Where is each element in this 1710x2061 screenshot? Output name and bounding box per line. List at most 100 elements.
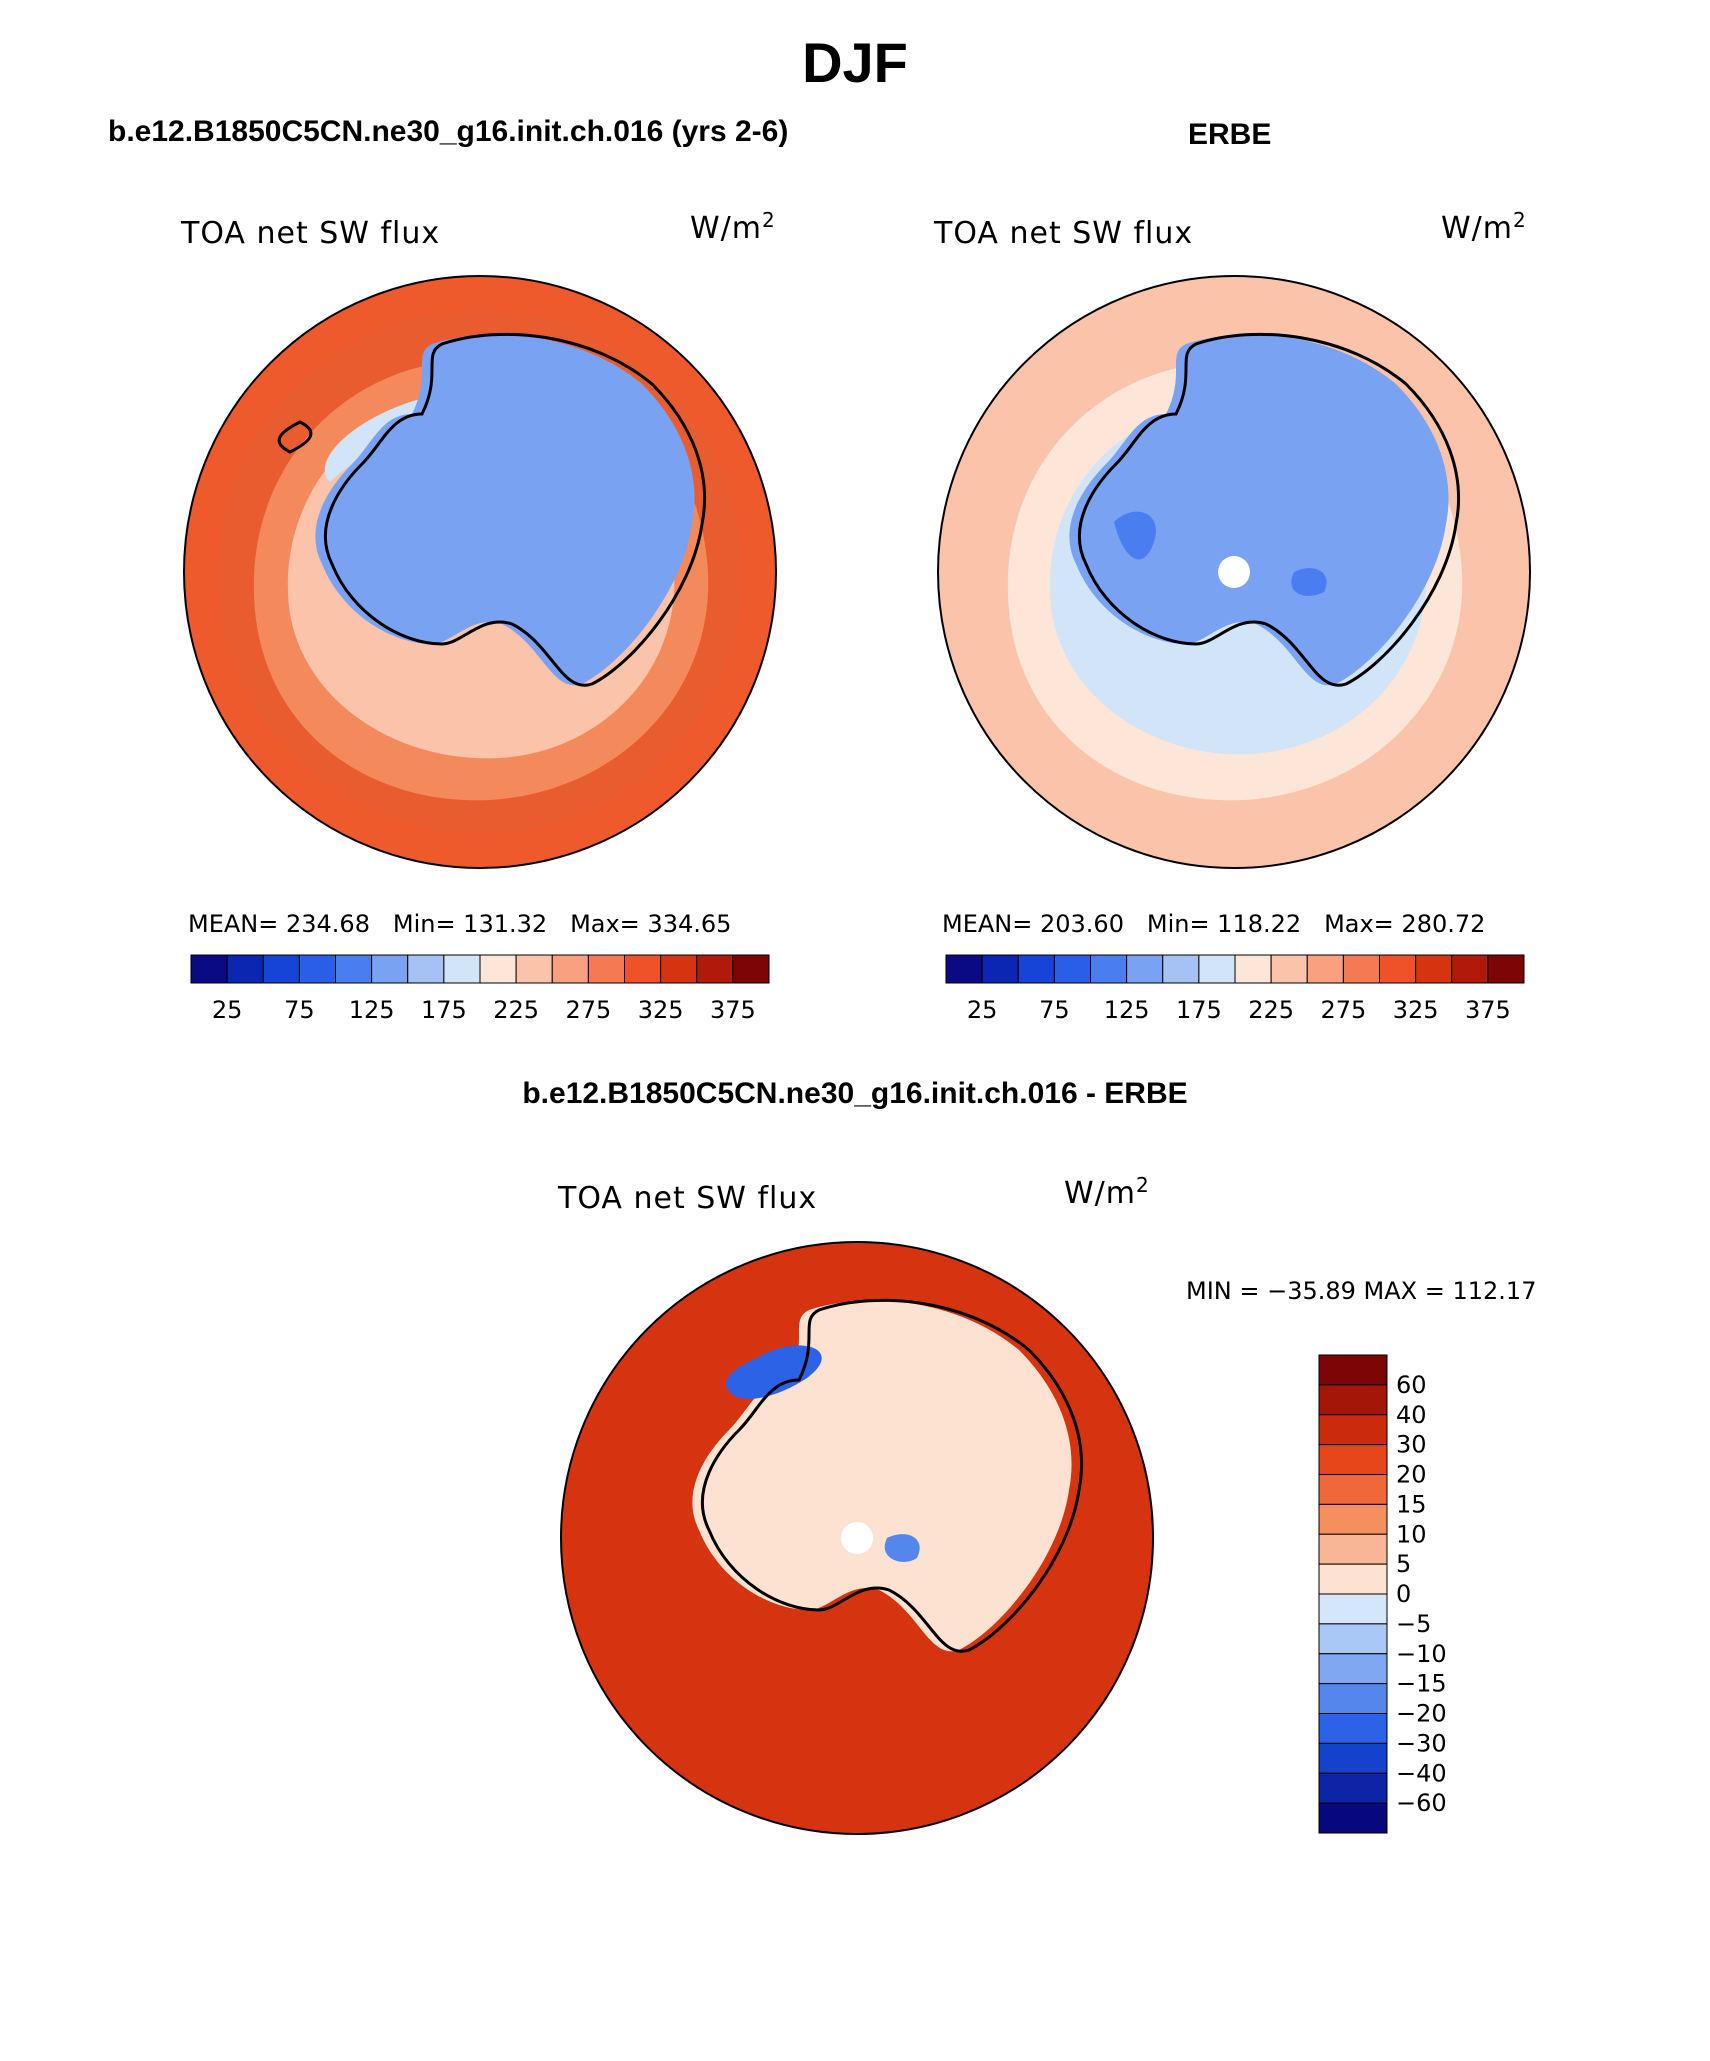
colorbar-swatch [371,954,409,984]
panel-2-antarctica-dark [1114,511,1327,596]
colorbar-swatch [1053,954,1091,984]
colorbar-tick-label: 20 [1396,1461,1427,1489]
colorbar-swatch [226,954,264,984]
colorbar-swatch [1318,1503,1388,1535]
colorbar-swatch [1017,954,1055,984]
colorbar-swatch [1318,1802,1388,1834]
colorbar-swatch [1318,1414,1388,1446]
panel-2-units-base: W/m [1441,211,1513,246]
panel-3-units: W/m2 [1064,1173,1150,1211]
colorbar-swatch [1318,1742,1388,1774]
panel-1-units-base: W/m [690,211,762,246]
colorbar-swatch [1126,954,1164,984]
colorbar-swatch [624,954,662,984]
colorbar-tick-label: 175 [1176,996,1222,1024]
colorbar-tick-label: 275 [1320,996,1366,1024]
panel-2-stats: MEAN= 203.60 Min= 118.22 Max= 280.72 [942,910,1485,938]
panel-2-map-border [937,275,1531,869]
panel-3-title: b.e12.B1850C5CN.ne30_g16.init.ch.016 - E… [522,1077,1188,1110]
colorbar-swatch [1379,954,1417,984]
colorbar-swatch [479,954,517,984]
panel-2-variable-label: TOA net SW flux [934,216,1194,251]
colorbar-tick-label: −15 [1396,1670,1447,1698]
colorbar-tick-label: 10 [1396,1520,1427,1548]
colorbar-swatch [1318,1384,1388,1416]
colorbar-tick-label: 325 [1393,996,1439,1024]
colorbar-swatch [1451,954,1489,984]
colorbar-swatch [335,954,373,984]
colorbar-swatch [1270,954,1308,984]
colorbar-swatch [1318,1354,1388,1386]
colorbar-swatch [1318,1772,1388,1804]
colorbar-tick-label: 15 [1396,1490,1427,1518]
colorbar-swatch [1318,1623,1388,1655]
colorbar-tick-label: 325 [638,996,684,1024]
panel-1-units: W/m2 [690,208,776,246]
colorbar-swatch [1318,1444,1388,1475]
colorbar-tick-label: 25 [212,996,243,1024]
colorbar-swatch [443,954,481,984]
panel-1-title: b.e12.B1850C5CN.ne30_g16.init.ch.016 (yr… [108,115,789,148]
panel-3-units-base: W/m [1064,1176,1136,1211]
panel-3-negative-anomaly-2 [884,1534,920,1562]
panel-2-units: W/m2 [1441,208,1527,246]
panel-3-units-exp: 2 [1136,1173,1150,1197]
colorbar-tick-label: 375 [710,996,756,1024]
panel-2-max: Max= 280.72 [1324,910,1486,938]
panel-3-map [560,1241,1154,1835]
colorbar-swatch [1162,954,1200,984]
panel-2-coastline [1077,332,1461,687]
colorbar-swatch [551,954,589,984]
colorbar-swatch [1415,954,1453,984]
colorbar-tick-label: 125 [349,996,395,1024]
colorbar-swatch [1090,954,1128,984]
panel-1-map-border [183,275,777,869]
panel-3-negative-anomaly [726,1345,822,1399]
panel-3-minmax: MIN = −35.89 MAX = 112.17 [1186,1277,1537,1305]
colorbar-swatch [1487,954,1525,984]
panel-1-mean: MEAN= 234.68 [188,910,370,938]
colorbar-swatch [1318,1563,1388,1595]
panel-3-variable-label: TOA net SW flux [558,1181,818,1216]
colorbar-swatch [1342,954,1380,984]
colorbar-swatch [262,954,300,984]
colorbar-swatch [1318,1683,1388,1714]
panel-2-min: Min= 118.22 [1146,910,1302,938]
colorbar-swatch [945,954,983,984]
colorbar-tick-label: 175 [421,996,467,1024]
panel-1-units-exp: 2 [762,208,776,232]
colorbar-tick-label: 60 [1396,1371,1427,1399]
colorbar-tick-label: −30 [1396,1729,1447,1757]
colorbar-swatch [660,954,698,984]
colorbar-tick-label: −5 [1396,1610,1431,1638]
colorbar-swatch [1318,1533,1388,1565]
panel-1-antarctica [315,334,695,686]
panel-2-title: ERBE [1188,118,1272,151]
colorbar-swatch [1306,954,1344,984]
colorbar-tick-label: −10 [1396,1640,1447,1668]
colorbar-tick-label: 25 [967,996,998,1024]
panel-3-map-border [560,1241,1154,1835]
figure-title: DJF [802,31,908,94]
colorbar-tick-label: −60 [1396,1789,1447,1817]
colorbar-swatch [515,954,553,984]
colorbar-tick-label: 0 [1396,1580,1411,1608]
colorbar-swatch [298,954,336,984]
colorbar-tick-label: 225 [1248,996,1294,1024]
panel-1-variable-label: TOA net SW flux [181,216,441,251]
panel-1-max: Max= 334.65 [570,910,732,938]
colorbar-tick-label: 75 [284,996,315,1024]
colorbar-tick-label: 225 [493,996,539,1024]
colorbar-swatch [1318,1593,1388,1625]
colorbar-swatch [190,954,228,984]
panel-2-antarctica [1069,334,1449,686]
panel-1-min: Min= 131.32 [392,910,548,938]
panel-2-pole-hole [1218,556,1250,588]
colorbar-absolute-1: 25 75 125 175 225 275 325 375 [190,954,770,1024]
colorbar-tick-label: 275 [565,996,611,1024]
panel-1-map [183,275,777,869]
colorbar-swatch [1318,1713,1388,1744]
colorbar-tick-label: −40 [1396,1759,1447,1787]
colorbar-tick-label: −20 [1396,1700,1447,1728]
